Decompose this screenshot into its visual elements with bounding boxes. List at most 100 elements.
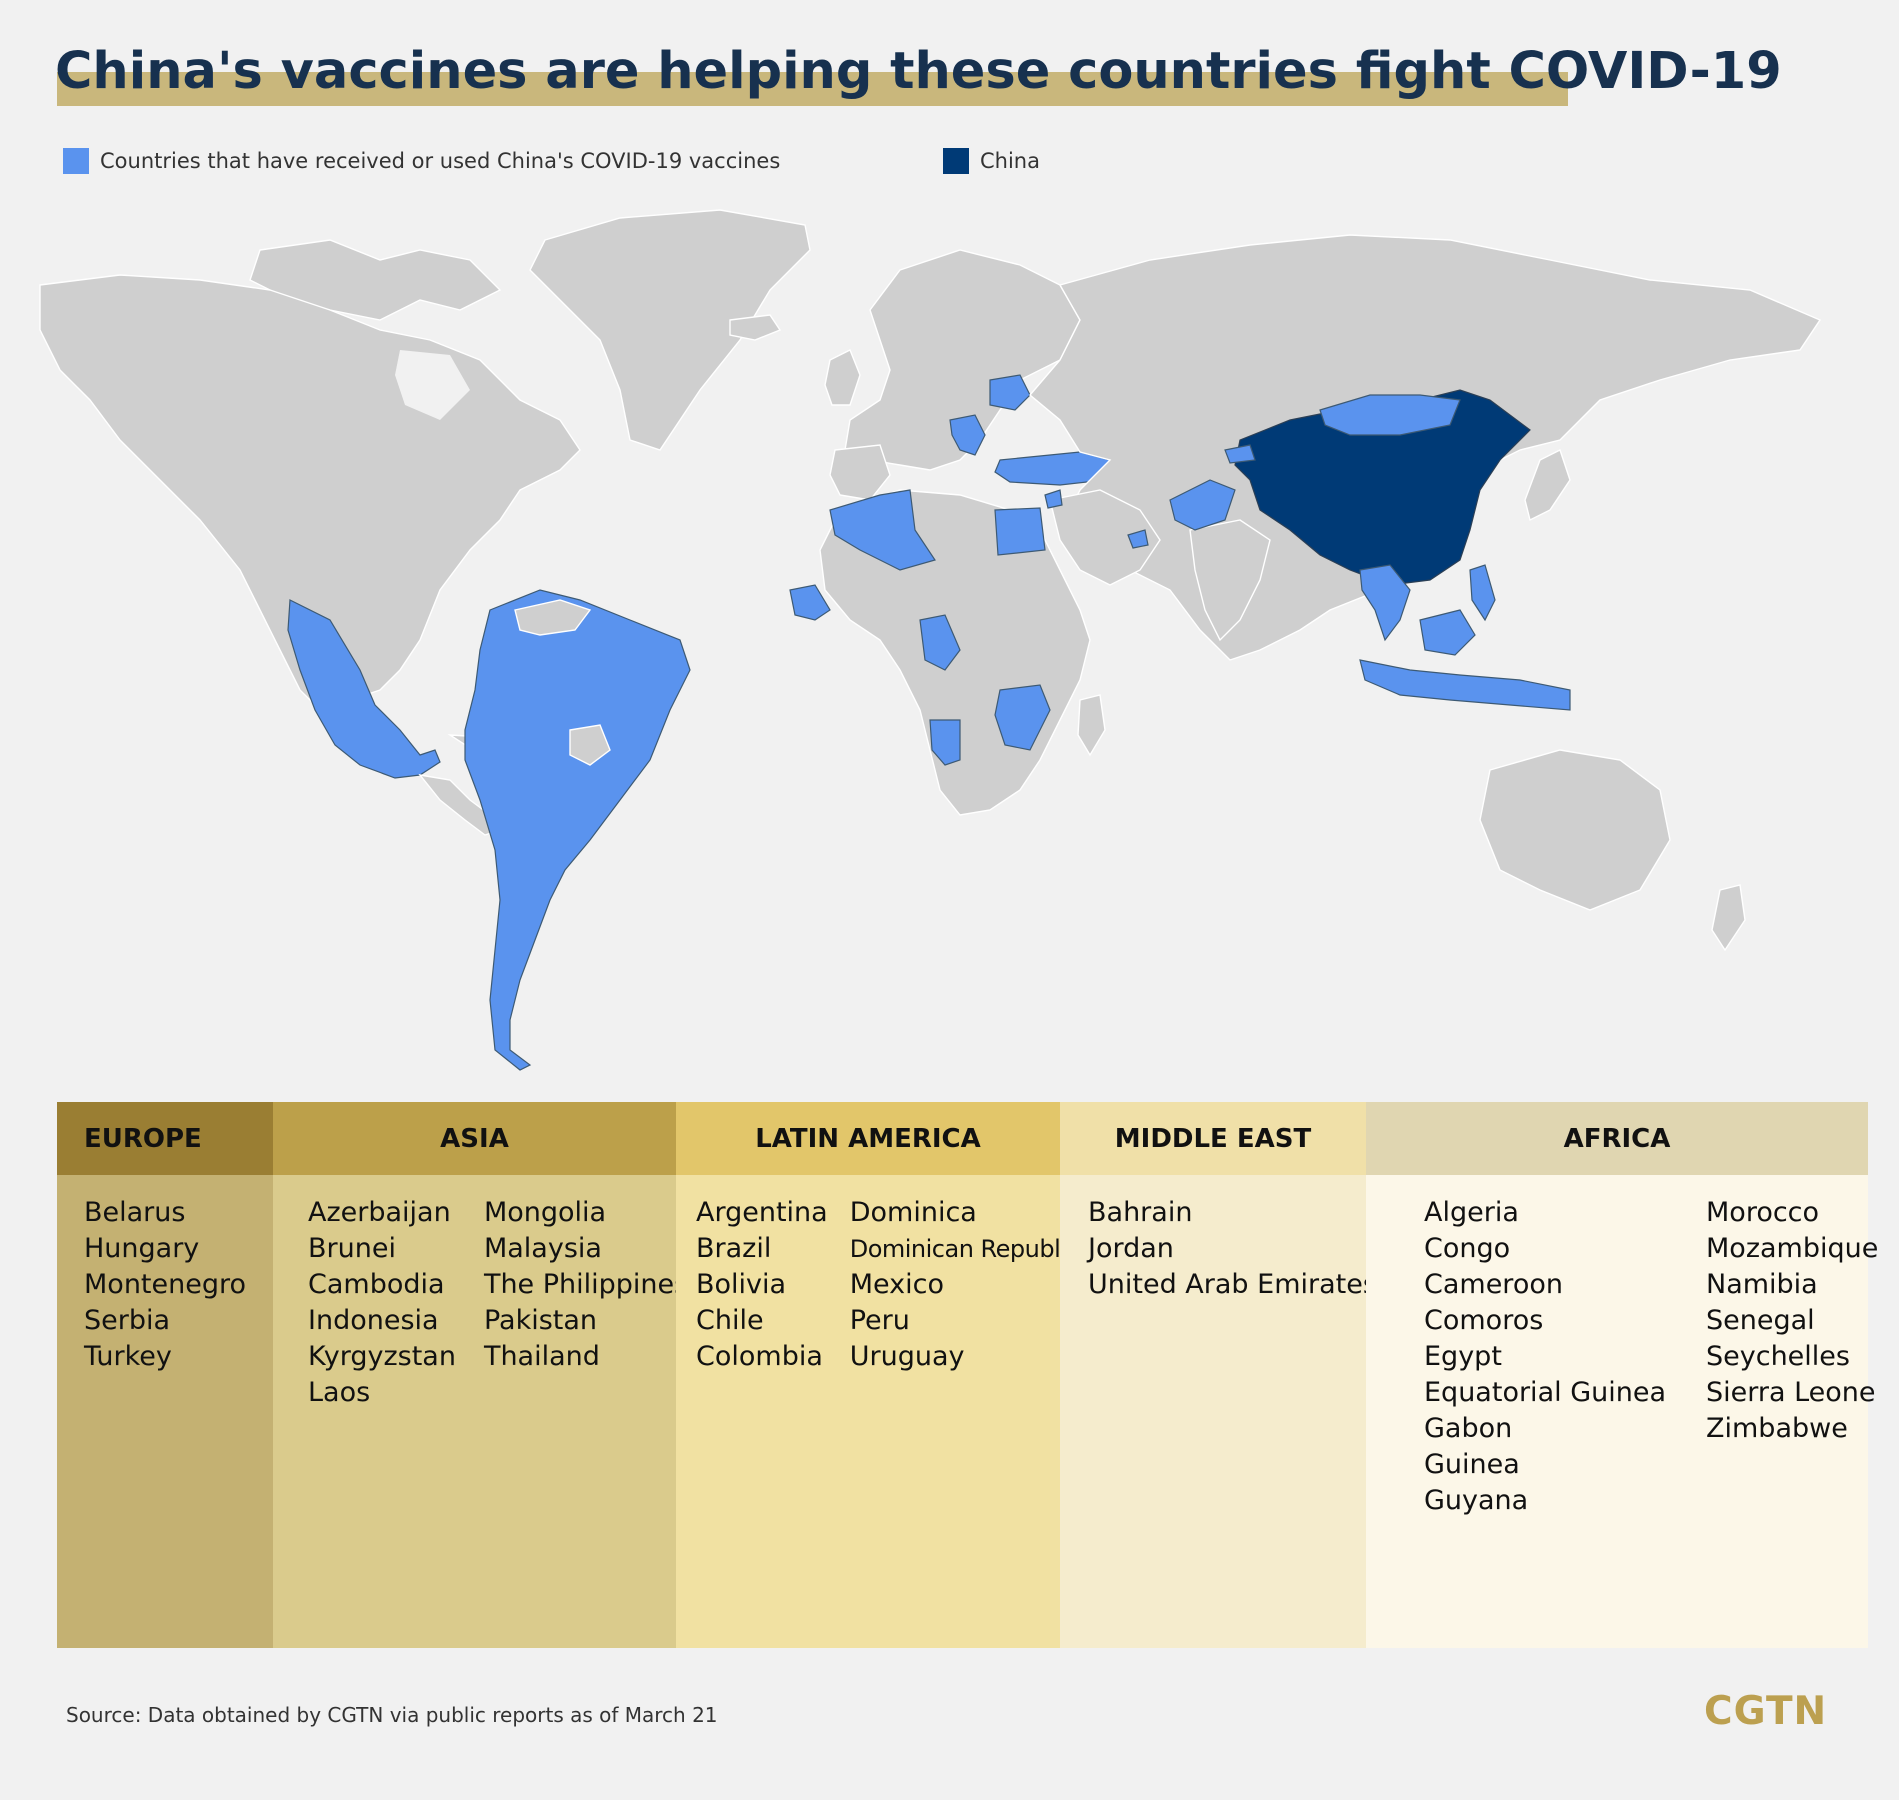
map-iberia: [829, 444, 891, 501]
list-item: Bolivia: [696, 1269, 787, 1300]
map-kyrgyzstan: [1224, 444, 1256, 464]
region-header-africa: AFRICA: [1366, 1102, 1868, 1175]
map-mozambique: [994, 684, 1051, 751]
map-belarus: [989, 374, 1031, 411]
list-item: Comoros: [1424, 1305, 1544, 1336]
list-item: Senegal: [1706, 1305, 1815, 1336]
map-jordan: [1044, 489, 1063, 509]
country-list-asia-1: Azerbaijan Brunei Cambodia Indonesia Kyr…: [308, 1195, 456, 1411]
list-item: Hungary: [84, 1233, 200, 1264]
list-item: Guinea: [1424, 1449, 1520, 1480]
map-serbia-hungary: [949, 414, 986, 456]
list-item: Belarus: [84, 1197, 186, 1228]
list-item: Dominican Republic: [849, 1235, 1080, 1263]
map-mexico: [287, 599, 441, 779]
map-egypt: [994, 507, 1046, 556]
list-item: Thailand: [483, 1341, 600, 1372]
legend-swatch-vaccine: [63, 148, 89, 174]
region-column-asia: ASIA Azerbaijan Brunei Cambodia Indonesi…: [273, 1102, 688, 1648]
list-item: Sierra Leone: [1706, 1377, 1876, 1408]
list-item: Indonesia: [308, 1305, 439, 1336]
map-venezuela-area: [514, 599, 592, 636]
list-item: Morocco: [1706, 1197, 1820, 1228]
list-item: Dominica: [849, 1197, 977, 1228]
source-note: Source: Data obtained by CGTN via public…: [66, 1703, 718, 1727]
list-item: United Arab Emirates: [1088, 1269, 1377, 1300]
map-borneo: [1419, 609, 1476, 656]
list-item: Congo: [1424, 1233, 1511, 1264]
list-item: Montenegro: [84, 1269, 247, 1300]
list-item: Pakistan: [483, 1305, 598, 1336]
list-item: Bahrain: [1088, 1197, 1193, 1228]
list-item: Kyrgyzstan: [308, 1341, 456, 1372]
map-uk: [824, 349, 861, 406]
region-column-middle-east: MIDDLE EAST Bahrain Jordan United Arab E…: [1060, 1102, 1377, 1648]
list-item: Brazil: [696, 1233, 772, 1264]
map-central-africa: [919, 614, 961, 671]
list-item: Mozambique: [1706, 1233, 1879, 1264]
region-table: EUROPE Belarus Hungary Montenegro Serbia…: [57, 1102, 1878, 1648]
region-column-africa: AFRICA Algeria Congo Cameroon Comoros Eg…: [1366, 1102, 1878, 1648]
country-list-asia-2: Mongolia Malaysia The Philippines Pakist…: [484, 1195, 688, 1411]
region-header-middle-east: MIDDLE EAST: [1060, 1102, 1366, 1175]
world-map: [39, 209, 1822, 1071]
map-west-africa: [789, 584, 831, 621]
map-algeria-morocco: [829, 489, 936, 571]
legend-china: China: [943, 148, 1040, 174]
country-list-latin-america-2: Dominica Dominican Republic Mexico Peru …: [849, 1195, 1080, 1375]
list-item: Seychelles: [1706, 1341, 1850, 1372]
region-column-europe: EUROPE Belarus Hungary Montenegro Serbia…: [57, 1102, 273, 1648]
map-uae: [1127, 529, 1149, 549]
list-item: Brunei: [308, 1233, 396, 1264]
cgtn-logo: CGTN: [1704, 1689, 1828, 1734]
legend-swatch-china: [943, 148, 969, 174]
country-list-africa-2: Morocco Mozambique Namibia Senegal Seych…: [1706, 1195, 1878, 1519]
list-item: The Philippines: [483, 1269, 689, 1300]
list-item: Malaysia: [483, 1233, 602, 1264]
legend-label-vaccine: Countries that have received or used Chi…: [100, 149, 781, 173]
map-iceland: [729, 314, 782, 341]
list-item: Namibia: [1706, 1269, 1818, 1300]
list-item: Azerbaijan: [308, 1197, 451, 1228]
region-header-asia: ASIA: [273, 1102, 676, 1175]
legend-label-china: China: [980, 149, 1040, 173]
list-item: Chile: [696, 1305, 764, 1336]
list-item: Mexico: [849, 1269, 944, 1300]
list-item: Uruguay: [849, 1341, 965, 1372]
country-list-middle-east: Bahrain Jordan United Arab Emirates: [1088, 1195, 1377, 1303]
map-philippines: [1469, 564, 1496, 622]
list-item: Turkey: [84, 1341, 172, 1372]
map-japan: [1524, 449, 1571, 522]
list-item: Mongolia: [483, 1197, 607, 1228]
map-namibia: [929, 719, 961, 766]
country-list-africa-1: Algeria Congo Cameroon Comoros Egypt Equ…: [1424, 1195, 1666, 1519]
map-greenland: [529, 209, 811, 451]
list-item: Algeria: [1424, 1197, 1519, 1228]
page-title: China's vaccines are helping these count…: [55, 42, 1782, 101]
list-item: Cameroon: [1424, 1269, 1563, 1300]
region-header-latin-america: LATIN AMERICA: [676, 1102, 1060, 1175]
region-header-europe: EUROPE: [57, 1102, 273, 1175]
title-underline-bar: [57, 72, 1568, 106]
list-item: Jordan: [1088, 1233, 1174, 1264]
region-column-latin-america: LATIN AMERICA Argentina Brazil Bolivia C…: [676, 1102, 1080, 1648]
list-item: Zimbabwe: [1706, 1413, 1848, 1444]
map-mongolia: [1319, 394, 1461, 436]
list-item: Equatorial Guinea: [1424, 1377, 1666, 1408]
list-item: Gabon: [1424, 1413, 1513, 1444]
map-arabia: [1049, 489, 1161, 586]
list-item: Colombia: [696, 1341, 823, 1372]
map-new-zealand: [1711, 884, 1746, 952]
map-india: [1189, 519, 1271, 642]
map-south-america: [464, 589, 691, 1071]
list-item: Egypt: [1424, 1341, 1502, 1372]
list-item: Peru: [849, 1305, 910, 1336]
map-australia: [1479, 749, 1671, 911]
country-list-europe: Belarus Hungary Montenegro Serbia Turkey: [84, 1195, 246, 1375]
list-item: Argentina: [696, 1197, 828, 1228]
list-item: Guyana: [1424, 1485, 1529, 1516]
list-item: Serbia: [84, 1305, 171, 1336]
map-paraguay: [569, 724, 611, 766]
list-item: Cambodia: [308, 1269, 445, 1300]
map-madagascar: [1077, 694, 1106, 757]
